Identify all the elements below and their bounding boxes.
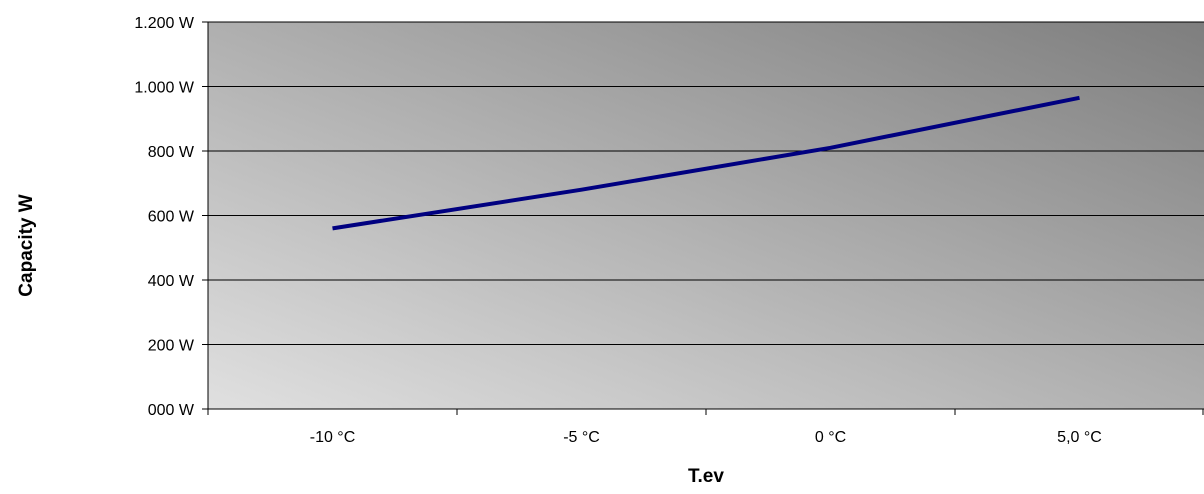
y-tick-label: 200 W bbox=[148, 338, 195, 355]
x-tick-label: -5 °C bbox=[563, 429, 600, 446]
y-tick-label: 400 W bbox=[148, 273, 195, 290]
x-tick-label: 5,0 °C bbox=[1057, 429, 1102, 446]
y-tick-label: 800 W bbox=[148, 144, 195, 161]
y-tick-label: 1.200 W bbox=[134, 15, 194, 32]
y-tick-label: 1.000 W bbox=[134, 80, 194, 97]
x-tick-label: 0 °C bbox=[815, 429, 846, 446]
y-axis-title: Capacity W bbox=[16, 194, 37, 296]
y-tick-label: 000 W bbox=[148, 402, 195, 419]
x-axis-tick-labels: -10 °C -5 °C 0 °C 5,0 °C bbox=[310, 429, 1102, 446]
x-tick-label: -10 °C bbox=[310, 429, 356, 446]
y-axis-tick-labels: 000 W 200 W 400 W 600 W 800 W 1.000 W 1.200 W bbox=[134, 15, 194, 419]
y-tick-label: 600 W bbox=[148, 209, 195, 226]
x-axis-title: T.ev bbox=[688, 466, 724, 487]
